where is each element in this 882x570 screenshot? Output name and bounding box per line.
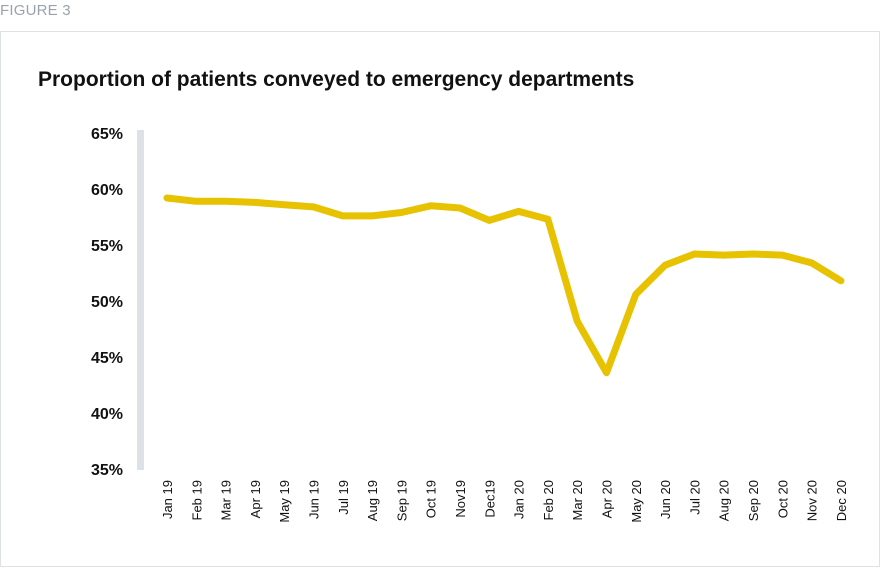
chart-frame [0,31,880,567]
x-tick-label: Dec19 [482,480,497,518]
figure-label: FIGURE 3 [0,2,71,19]
x-tick-label: Oct 20 [775,480,790,518]
x-tick-label: Apr 19 [248,480,263,518]
x-tick-label: Jul 19 [336,480,351,515]
x-tick-label: Jun 20 [658,480,673,519]
chart-title: Proportion of patients conveyed to emerg… [38,68,635,91]
x-tick-label: Apr 20 [600,480,615,518]
x-tick-label: Jun 19 [307,480,322,519]
y-tick-label: 55% [91,238,123,255]
x-tick-labels: Jan 19 Feb 19 Mar 19 Apr 19 May 19 Jun 19 Jul … [160,480,849,523]
x-tick-label: Aug 19 [365,480,380,521]
y-tick-label: 35% [91,462,123,479]
x-tick-label: Dec 20 [834,480,849,521]
y-tick-label: 50% [91,294,123,311]
x-tick-label: Oct 19 [424,480,439,518]
x-tick-label: Sep 20 [746,480,761,521]
y-tick-label: 45% [91,350,123,367]
y-tick-label: 40% [91,406,123,423]
y-tick-labels: 35% 40% 45% 50% 55% 60% 65% [91,126,123,479]
x-tick-label: Feb 19 [189,480,204,520]
x-tick-label: Mar 20 [570,480,585,520]
x-tick-label: Mar 19 [219,480,234,520]
y-tick-label: 65% [91,126,123,143]
x-tick-label: Nov19 [453,480,468,518]
x-tick-label: Jan 19 [160,480,175,519]
x-tick-label: Feb 20 [541,480,556,520]
y-axis-bar [137,130,144,470]
x-tick-label: May 19 [277,480,292,523]
x-tick-label: Aug 20 [717,480,732,521]
x-tick-label: Nov 20 [805,480,820,521]
x-tick-label: Jul 20 [687,480,702,515]
x-tick-label: May 20 [629,480,644,523]
series-line [163,194,845,377]
x-tick-label: Jan 20 [512,480,527,519]
x-tick-label: Sep 19 [394,480,409,521]
y-tick-label: 60% [91,182,123,199]
